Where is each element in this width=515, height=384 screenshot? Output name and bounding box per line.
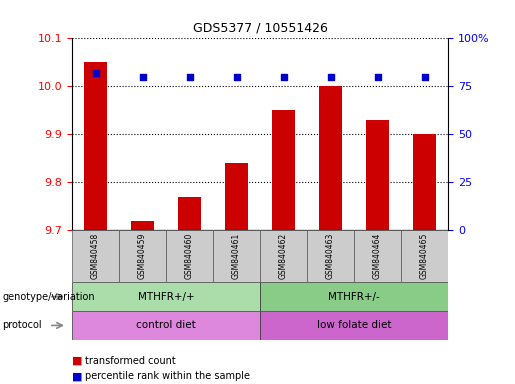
Point (280, 74, 288, 80)
Bar (354, 230, 401, 282)
Bar (225, 163, 248, 230)
Text: ■: ■ (72, 356, 82, 366)
Text: ■: ■ (72, 371, 82, 381)
Bar (401, 230, 448, 282)
Bar (178, 197, 201, 230)
Bar (72, 311, 260, 340)
Bar (213, 230, 260, 282)
Title: GDS5377 / 10551426: GDS5377 / 10551426 (193, 22, 328, 35)
Text: GSM840462: GSM840462 (279, 233, 288, 279)
Bar (72, 230, 119, 282)
Bar (84, 62, 107, 230)
Bar (319, 86, 342, 230)
Text: genotype/variation: genotype/variation (3, 291, 95, 302)
Point (232, 74, 241, 80)
Bar (119, 230, 166, 282)
Point (92, 70, 100, 76)
Bar (72, 282, 260, 311)
Text: percentile rank within the sample: percentile rank within the sample (85, 371, 250, 381)
Bar (366, 120, 389, 230)
Bar (272, 110, 295, 230)
Point (185, 74, 194, 80)
Point (139, 74, 147, 80)
Bar (413, 134, 436, 230)
Text: protocol: protocol (3, 320, 42, 331)
Text: MTHFR+/+: MTHFR+/+ (138, 291, 194, 302)
Text: GSM840461: GSM840461 (232, 233, 241, 279)
Text: GSM840458: GSM840458 (91, 233, 100, 279)
Text: low folate diet: low folate diet (317, 320, 391, 331)
Bar (260, 311, 448, 340)
Text: GSM840465: GSM840465 (420, 233, 429, 280)
Text: control diet: control diet (136, 320, 196, 331)
Point (373, 74, 382, 80)
Text: GSM840460: GSM840460 (185, 233, 194, 280)
Bar (260, 230, 307, 282)
Text: GSM840463: GSM840463 (326, 233, 335, 280)
Point (327, 74, 335, 80)
Bar (307, 230, 354, 282)
Text: transformed count: transformed count (85, 356, 176, 366)
Bar (131, 221, 154, 230)
Text: MTHFR+/-: MTHFR+/- (328, 291, 380, 302)
Point (420, 74, 428, 80)
Text: GSM840464: GSM840464 (373, 233, 382, 280)
Text: GSM840459: GSM840459 (138, 233, 147, 280)
Bar (166, 230, 213, 282)
Bar (260, 282, 448, 311)
